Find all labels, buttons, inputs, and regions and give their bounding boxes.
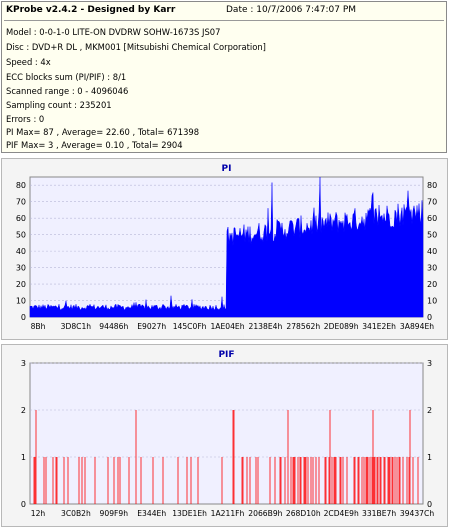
y-tick-label-left: 50 [16,231,26,240]
x-tick-label: 2138E4h [249,322,283,331]
y-tick-label-left: 20 [16,280,26,289]
y-tick-label-left: 80 [16,181,26,190]
y-tick-label-left: 2 [21,406,26,415]
x-tick-label: 341E2Eh [362,322,396,331]
header-divider [4,20,444,21]
info-ecc: ECC blocks sum (PI/PIF) : 8/1 [6,72,127,82]
x-tick-label: 2066B9h [248,509,282,518]
y-tick-label-right: 3 [427,359,432,368]
pi-chart: PI 0 0 10 10 20 20 30 30 40 40 50 50 60 60 70 70 80 80 8Bh 3… [16,164,437,331]
x-tick-label: 13DE1Eh [172,509,207,518]
x-tick-label: 145C0Fh [173,322,207,331]
y-tick-label-right: 0 [427,313,432,322]
x-tick-label: 909F9h [100,509,129,518]
x-tick-label: 2CD4E9h [324,509,359,518]
x-tick-label: 331BE7h [362,509,396,518]
info-range: Scanned range : 0 - 4096046 [6,86,129,96]
x-tick-label: 268D10h [286,509,321,518]
y-tick-label-left: 10 [16,297,26,306]
y-tick-label-right: 50 [427,231,437,240]
info-model: Model : 0-0-1-0 LITE-ON DVDRW SOHW-1673S… [6,27,221,37]
y-tick-label-left: 1 [21,453,26,462]
info-panel: KProbe v2.4.2 - Designed by Karr Date : … [1,1,447,153]
x-tick-label: 1AE04Eh [210,322,244,331]
y-tick-label-right: 80 [427,181,437,190]
y-tick-label-right: 60 [427,214,437,223]
x-tick-label: 3D8C1h [61,322,92,331]
app-title: KProbe v2.4.2 - Designed by Karr [6,5,176,15]
y-tick-label-left: 70 [16,198,26,207]
info-sampling: Sampling count : 235201 [6,100,112,110]
x-tick-label: 278562h [286,322,320,331]
pi-series-area [29,176,424,318]
pif-chart: PIF 0 0 1 1 2 2 3 3 12h 3C0B2h 909F9h E344Eh 13DE1Eh 1… [21,350,434,518]
pi-chart-panel: PI 0 0 10 10 20 20 30 30 40 40 50 50 60 60 70 70 80 80 8Bh 3… [1,158,448,340]
x-tick-label: E9027h [137,322,166,331]
x-tick-label: 94486h [99,322,128,331]
plot-area [29,362,424,505]
scan-date: Date : 10/7/2006 7:47:07 PM [226,5,357,15]
chart-title: PI [222,164,232,174]
info-pi-summary: PI Max= 87 , Average= 22.60 , Total= 671… [6,127,200,137]
info-disc: Disc : DVD+R DL , MKM001 [Mitsubishi Che… [6,42,266,52]
y-tick-label-right: 70 [427,198,437,207]
x-tick-label: 12h [31,509,46,518]
y-tick-label-right: 1 [427,453,432,462]
pif-chart-panel: PIF 0 0 1 1 2 2 3 3 12h 3C0B2h 909F9h E344Eh 13DE1Eh 1… [1,344,448,527]
x-tick-label: 8Bh [31,322,46,331]
y-tick-label-left: 40 [16,247,26,256]
x-tick-label: 3A894Eh [400,322,434,331]
info-pif-summary: PIF Max= 3 , Average= 0.10 , Total= 2904 [6,140,183,150]
x-tick-label: E344Eh [137,509,166,518]
y-tick-label-right: 30 [427,264,437,273]
y-tick-label-right: 10 [427,297,437,306]
y-tick-label-left: 0 [21,313,26,322]
y-tick-label-left: 30 [16,264,26,273]
y-tick-label-right: 40 [427,247,437,256]
x-tick-label: 39437Ch [400,509,434,518]
y-tick-label-right: 20 [427,280,437,289]
x-tick-label: 3C0B2h [61,509,91,518]
y-tick-label-right: 0 [427,500,432,509]
x-tick-label: 1A211Fh [211,509,245,518]
chart-title: PIF [218,350,234,360]
y-tick-label-left: 3 [21,359,26,368]
info-speed: Speed : 4x [6,57,51,67]
info-errors: Errors : 0 [6,114,45,124]
y-tick-label-left: 60 [16,214,26,223]
y-tick-label-left: 0 [21,500,26,509]
x-tick-label: 2DE089h [324,322,359,331]
y-tick-label-right: 2 [427,406,432,415]
